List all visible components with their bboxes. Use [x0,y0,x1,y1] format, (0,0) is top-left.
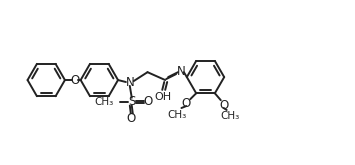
Text: O: O [144,95,153,108]
Text: O: O [182,97,191,110]
Text: O: O [219,99,228,112]
Text: N: N [176,65,185,78]
Text: CH₃: CH₃ [168,110,187,120]
Text: CH₃: CH₃ [220,111,239,121]
Text: O: O [126,112,135,125]
Text: O: O [70,74,80,86]
Text: OH: OH [155,92,172,102]
Text: S: S [128,95,136,108]
Text: N: N [125,76,134,88]
Text: CH₃: CH₃ [95,97,114,107]
